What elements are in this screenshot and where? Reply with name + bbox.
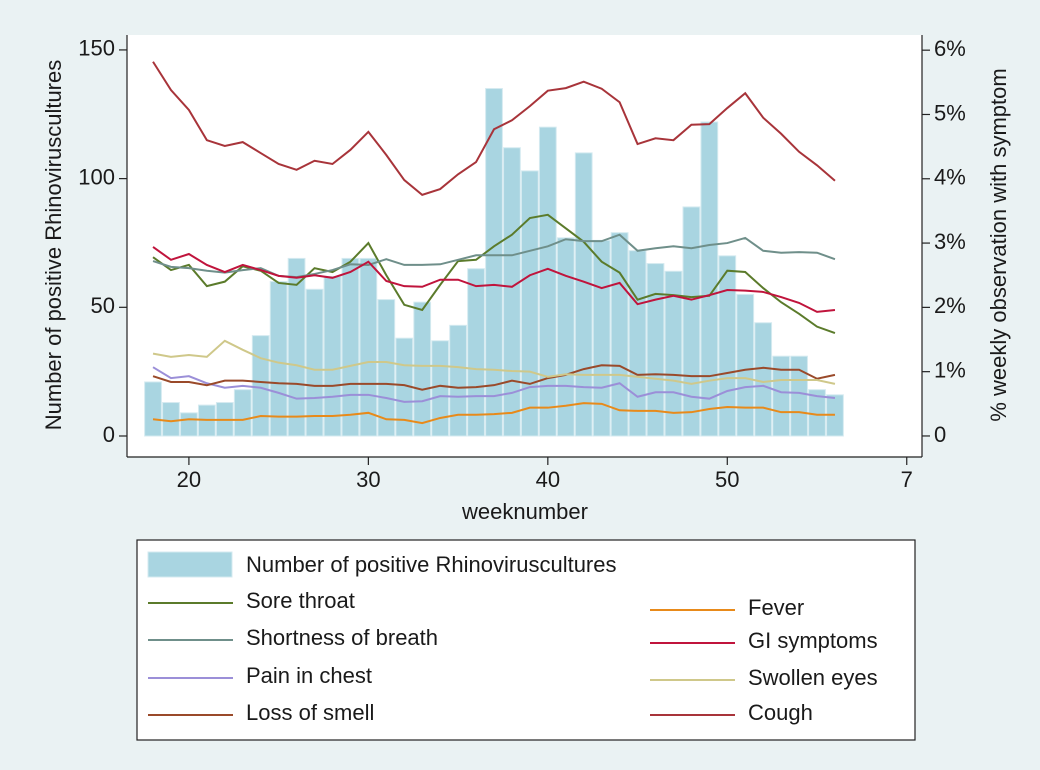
x-tick-label: 40	[536, 467, 560, 492]
bar	[305, 288, 324, 437]
bar	[538, 126, 557, 437]
line	[152, 364, 836, 391]
legend-swatch	[147, 551, 233, 578]
bar	[431, 340, 450, 437]
bar	[700, 121, 719, 437]
bar	[628, 250, 647, 437]
bar	[287, 257, 306, 437]
x-tick-label: 50	[715, 467, 739, 492]
x-tick-label: 20	[177, 467, 201, 492]
y2-tick-label: 6%	[934, 36, 966, 61]
bar	[736, 293, 755, 437]
bar	[413, 301, 432, 437]
bar	[269, 281, 288, 437]
y2-axis-title: % weekly observation with symptom	[986, 68, 1011, 421]
bar	[377, 299, 396, 437]
bar	[610, 232, 629, 437]
bar	[449, 324, 467, 437]
bar	[790, 355, 808, 437]
line	[152, 339, 836, 385]
bar	[718, 255, 737, 437]
legend-label: Sore throat	[246, 588, 355, 613]
bar	[162, 402, 180, 437]
line	[152, 402, 835, 425]
bar	[574, 152, 593, 437]
y-tick-label: 50	[91, 293, 115, 318]
bar	[521, 170, 539, 437]
x-tick-label: 7	[901, 467, 913, 492]
y-tick-label: 100	[78, 164, 115, 189]
bar	[664, 270, 683, 437]
legend-label: Shortness of breath	[246, 625, 438, 650]
legend-box	[136, 539, 916, 741]
legend-label: Swollen eyes	[748, 665, 878, 690]
line	[152, 246, 836, 313]
bar	[485, 88, 503, 437]
y2-tick-label: 0	[934, 422, 946, 447]
line	[152, 213, 836, 335]
y-tick-label: 150	[78, 36, 115, 61]
bar	[467, 268, 485, 437]
legend-label: GI symptoms	[748, 628, 878, 653]
y2-tick-label: 2%	[934, 293, 966, 318]
y-axis-title: Number of positive Rhinoviruscultures	[41, 60, 66, 431]
line	[152, 366, 836, 403]
bar	[323, 275, 342, 437]
legend-label: Loss of smell	[246, 700, 374, 725]
legend-label: Cough	[748, 700, 813, 725]
y2-tick-label: 1%	[934, 357, 966, 382]
bar	[251, 335, 270, 437]
bar	[341, 257, 360, 437]
bar	[503, 147, 521, 437]
bar	[682, 206, 701, 437]
x-tick-label: 30	[356, 467, 380, 492]
bar	[233, 389, 252, 437]
y2-tick-label: 3%	[934, 229, 966, 254]
bar	[359, 257, 378, 437]
y2-tick-label: 4%	[934, 165, 966, 190]
legend-label: Fever	[748, 595, 804, 620]
legend-label: Pain in chest	[246, 663, 372, 688]
x-axis-title: weeknumber	[461, 499, 588, 524]
y-tick-label: 0	[103, 422, 115, 447]
line	[152, 61, 836, 196]
bar	[180, 412, 198, 437]
line	[152, 233, 836, 279]
y2-tick-label: 5%	[934, 100, 966, 125]
bar	[754, 322, 773, 437]
bar	[772, 355, 790, 437]
bar	[144, 381, 162, 437]
legend-label: Number of positive Rhinoviruscultures	[246, 552, 617, 577]
